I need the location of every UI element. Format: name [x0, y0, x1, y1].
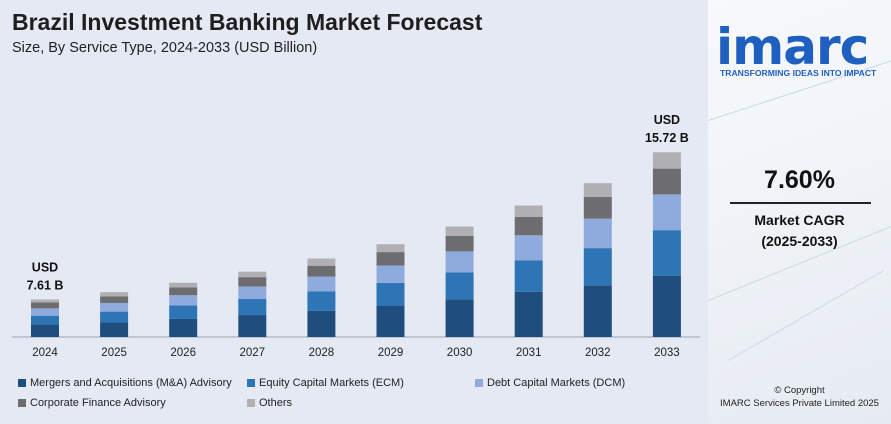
bar-segment-2028-3	[307, 265, 336, 277]
bar-segment-2025-0	[100, 322, 129, 337]
bar-segment-2031-0	[514, 291, 543, 337]
chart-panel: 2024 2025 2026 2027 2028 2029 2030 2031 2032 2033…	[0, 0, 708, 424]
bar-segment-2026-2	[169, 295, 198, 306]
bar-segment-2033-1	[652, 230, 681, 276]
bar-segment-2029-0	[376, 305, 405, 337]
legend-item-cfa: Corporate Finance Advisory	[18, 397, 166, 409]
bar-segment-2030-4	[445, 226, 474, 236]
bar-segment-2028-4	[307, 258, 336, 266]
bar-segment-2030-2	[445, 251, 474, 273]
bar-segment-2024-1	[31, 315, 59, 325]
bar-segment-2032-4	[583, 183, 612, 197]
bar-segment-2030-0	[445, 299, 474, 337]
company-name: IMARC Services Private Limited 2025	[720, 398, 879, 409]
legend-swatch	[18, 379, 26, 387]
side-panel: imarc TRANSFORMING IDEAS INTO IMPACT 7.6…	[708, 0, 891, 424]
bar-segment-2033-3	[652, 168, 681, 195]
bar-segment-2026-4	[169, 282, 198, 288]
bar-segment-2028-0	[307, 310, 336, 337]
bar-segment-2025-2	[100, 302, 129, 312]
cagr-label: Market CAGR	[754, 212, 845, 228]
x-tick-label: 2031	[516, 347, 542, 359]
bar-segment-2027-4	[238, 271, 267, 278]
x-tick-label: 2024	[32, 347, 58, 359]
legend-label: Debt Capital Markets (DCM)	[487, 377, 626, 389]
bar-segment-2027-0	[238, 315, 267, 337]
copyright-text: © Copyright	[774, 385, 825, 396]
x-tick-label: 2025	[101, 347, 127, 359]
bar-segment-2029-2	[376, 265, 405, 283]
bar-segment-2024-3	[31, 302, 59, 309]
bar-segment-2026-0	[169, 318, 198, 337]
total-annotation-2024: 7.61 B	[27, 278, 64, 292]
stacked-bar-chart: 2024 2025 2026 2027 2028 2029 2030 2031 2032 2033…	[12, 113, 700, 359]
cagr-divider	[730, 202, 871, 204]
total-annotation-2033: 15.72 B	[645, 131, 689, 145]
bar-segment-2026-1	[169, 305, 198, 319]
legend-swatch	[247, 399, 255, 407]
bar-segment-2027-3	[238, 277, 267, 287]
bar-segment-2031-1	[514, 260, 543, 292]
bar-segment-2025-4	[100, 292, 129, 297]
bar-segment-2031-2	[514, 235, 543, 261]
bar-segment-2024-4	[31, 299, 59, 303]
bar-segment-2033-4	[652, 152, 681, 169]
bar-segment-2033-2	[652, 194, 681, 231]
x-tick-label: 2028	[309, 347, 335, 359]
logo-tagline: TRANSFORMING IDEAS INTO IMPACT	[720, 68, 877, 78]
bar-segment-2030-1	[445, 272, 474, 300]
legend-item-dcm: Debt Capital Markets (DCM)	[475, 377, 625, 389]
legend-item-ecm: Equity Capital Markets (ECM)	[247, 377, 404, 389]
x-tick-label: 2032	[585, 347, 611, 359]
bar-segment-2028-1	[307, 291, 336, 311]
bar-segment-2032-0	[583, 285, 612, 337]
legend-label: Corporate Finance Advisory	[30, 397, 166, 409]
legend-swatch	[247, 379, 255, 387]
legend-label: Others	[259, 397, 293, 409]
bar-segment-2029-4	[376, 244, 405, 253]
bar-segment-2030-3	[445, 235, 474, 252]
bar-segment-2033-0	[652, 275, 681, 337]
total-annotation-2033: USD	[654, 113, 680, 127]
bar-segment-2032-1	[583, 248, 612, 286]
bar-segment-2024-2	[31, 308, 59, 316]
chart-title: Brazil Investment Banking Market Forecas…	[12, 9, 483, 35]
legend-item-ma: Mergers and Acquisitions (M&A) Advisory	[18, 377, 232, 389]
cagr-period: (2025-2033)	[761, 233, 838, 249]
bar-segment-2032-3	[583, 196, 612, 219]
x-tick-label: 2026	[170, 347, 196, 359]
x-tick-label: 2033	[654, 347, 680, 359]
legend-swatch	[18, 399, 26, 407]
bar-segment-2027-1	[238, 299, 267, 316]
bar-segment-2031-4	[514, 205, 543, 218]
bar-segment-2025-3	[100, 296, 129, 303]
bar-segment-2032-2	[583, 218, 612, 249]
bar-segment-2029-3	[376, 252, 405, 266]
cagr-value: 7.60%	[764, 166, 835, 194]
legend-item-others: Others	[247, 397, 292, 409]
bar-segment-2029-1	[376, 282, 405, 306]
bar-segment-2027-2	[238, 286, 267, 300]
bar-segment-2024-0	[31, 324, 59, 337]
legend-label: Equity Capital Markets (ECM)	[259, 377, 404, 389]
imarc-logo: imarc	[716, 18, 869, 76]
decorative-line	[727, 270, 885, 361]
x-tick-label: 2030	[447, 347, 473, 359]
bar-segment-2025-1	[100, 311, 129, 323]
legend-label: Mergers and Acquisitions (M&A) Advisory	[30, 377, 232, 389]
bar-segment-2026-3	[169, 287, 198, 296]
total-annotation-2024: USD	[32, 260, 58, 274]
x-tick-label: 2027	[240, 347, 266, 359]
bar-segment-2031-3	[514, 217, 543, 236]
bar-segment-2028-2	[307, 276, 336, 292]
chart-subtitle: Size, By Service Type, 2024-2033 (USD Bi…	[12, 40, 318, 56]
x-tick-label: 2029	[378, 347, 404, 359]
legend-swatch	[475, 379, 483, 387]
